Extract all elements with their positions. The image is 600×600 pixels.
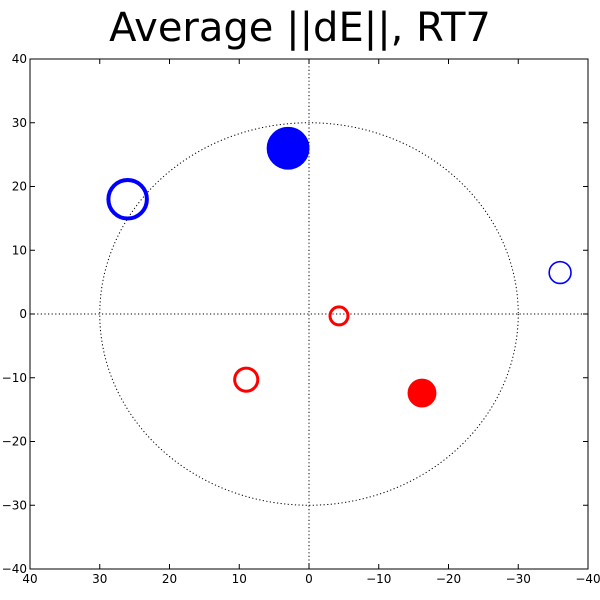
y-tick-label: 20 <box>12 180 27 194</box>
x-tick-label: 0 <box>305 572 313 586</box>
x-tick-label: 10 <box>232 572 247 586</box>
y-tick-label: −40 <box>2 562 27 576</box>
y-tick-label: 0 <box>19 307 27 321</box>
y-tick-label: 30 <box>12 116 27 130</box>
data-point-4 <box>328 305 350 327</box>
y-tick-label: −20 <box>2 435 27 449</box>
x-tick-label: −40 <box>575 572 600 586</box>
y-tick-label: −10 <box>2 371 27 385</box>
x-tick-label: 30 <box>92 572 107 586</box>
data-point-6 <box>407 378 437 408</box>
data-point-3 <box>548 260 572 285</box>
x-tick-label: −10 <box>366 572 391 586</box>
y-tick-label: 10 <box>12 243 27 257</box>
x-tick-label: 40 <box>22 572 37 586</box>
x-tick-label: −20 <box>436 572 461 586</box>
data-point-2 <box>106 177 149 221</box>
reference-layer <box>30 59 588 569</box>
x-tick-label: −30 <box>506 572 531 586</box>
points-layer <box>106 126 572 408</box>
data-point-5 <box>233 366 260 393</box>
reference-circle <box>99 122 519 506</box>
ticks-layer: 40 30 20 10 0 −10 −20 −30 −40403020100−10−20−30−… <box>2 52 600 586</box>
y-tick-label: −30 <box>2 498 27 512</box>
x-tick-label: 20 <box>162 572 177 586</box>
chart-title: Average ||dE||, RT7 <box>109 5 491 51</box>
y-tick-label: 40 <box>12 52 27 66</box>
data-point-1 <box>266 126 310 170</box>
